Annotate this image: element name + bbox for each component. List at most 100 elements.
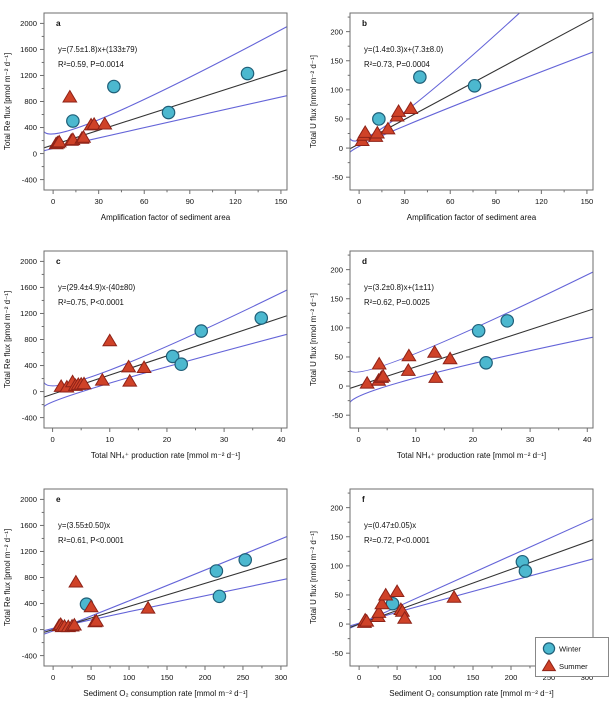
y-tick-label: -50 bbox=[332, 173, 343, 182]
legend-summer-label: Summer bbox=[559, 662, 588, 671]
x-tick-label: 120 bbox=[229, 197, 242, 206]
y-tick-label: 2000 bbox=[20, 495, 37, 504]
summer-point bbox=[62, 89, 78, 103]
y-tick-label: 150 bbox=[330, 56, 343, 65]
y-tick-label: 100 bbox=[330, 86, 343, 95]
panel-label: c bbox=[56, 257, 61, 266]
panel-a-chart: 0 30 60 90 120 150 -400 0 400 800 1200 1600 2000 a y=(… bbox=[3, 12, 288, 222]
panel-label: d bbox=[362, 257, 367, 266]
summer-point bbox=[378, 587, 394, 601]
y-tick-label: 200 bbox=[330, 27, 343, 36]
x-tick-label: 10 bbox=[106, 435, 114, 444]
y-tick-label: 50 bbox=[335, 591, 343, 600]
x-tick-label: 150 bbox=[161, 673, 174, 682]
panel-f-chart: 0 50 100 150 200 250 300 -50 0 50 100 150 200 f y=(0.4… bbox=[309, 488, 609, 698]
regression-line bbox=[44, 557, 287, 633]
y-tick-label: 0 bbox=[33, 149, 37, 158]
x-tick-label: 30 bbox=[400, 197, 408, 206]
x-tick-label: 0 bbox=[51, 673, 55, 682]
summer-point bbox=[371, 605, 387, 618]
y-tick-label: 400 bbox=[24, 123, 37, 132]
x-tick-label: 250 bbox=[237, 673, 250, 682]
y-axis-label: Total U flux [nmol m⁻² d⁻¹] bbox=[309, 531, 318, 624]
equation-text: R²=0.62, P=0.0025 bbox=[364, 298, 431, 307]
y-tick-label: 0 bbox=[339, 620, 343, 629]
winter-point bbox=[238, 553, 253, 567]
summer-point bbox=[446, 589, 462, 603]
summer-point bbox=[403, 101, 419, 114]
equation-text: y=(1.4±0.3)x+(7.3±8.0) bbox=[364, 45, 444, 54]
plot-frame bbox=[349, 12, 594, 191]
equation-text: y=(3.2±0.8)x+(1±11) bbox=[364, 283, 434, 292]
panel-e-chart: 0 50 100 150 200 250 300 -400 0 400 800 1200 1600 200… bbox=[3, 488, 288, 698]
summer-point bbox=[76, 376, 92, 390]
x-tick-label: 10 bbox=[412, 435, 420, 444]
summer-point bbox=[389, 584, 405, 597]
x-axis-label: Amplification factor of sediment area bbox=[101, 213, 231, 222]
winter-point bbox=[161, 105, 176, 120]
x-tick-label: 120 bbox=[535, 197, 548, 206]
winter-point bbox=[471, 323, 486, 338]
ci-lower-line bbox=[44, 333, 287, 407]
x-tick-label: 200 bbox=[199, 673, 212, 682]
winter-point bbox=[165, 349, 180, 364]
summer-point bbox=[401, 348, 417, 362]
x-axis-label: Amplification factor of sediment area bbox=[407, 213, 537, 222]
winter-point bbox=[372, 112, 386, 126]
y-tick-label: 200 bbox=[330, 503, 343, 512]
x-tick-label: 20 bbox=[163, 435, 171, 444]
winter-point bbox=[518, 564, 533, 578]
ci-upper-line bbox=[44, 535, 287, 635]
panel-d-chart: 0 10 20 30 40 -50 0 50 100 150 200 d y=(3.2±0.8)x+(1… bbox=[309, 250, 594, 460]
y-tick-label: 1600 bbox=[20, 283, 37, 292]
plot-frame bbox=[43, 488, 288, 667]
y-tick-label: 0 bbox=[33, 387, 37, 396]
y-tick-label: 1600 bbox=[20, 521, 37, 530]
equation-text: R²=0.61, P<0.0001 bbox=[58, 536, 124, 545]
summer-point bbox=[428, 369, 444, 383]
plot-frame bbox=[349, 250, 594, 429]
y-tick-label: 1200 bbox=[20, 71, 37, 80]
summer-point bbox=[140, 600, 156, 614]
x-tick-label: 50 bbox=[87, 673, 95, 682]
y-tick-label: 800 bbox=[24, 97, 37, 106]
x-tick-label: 150 bbox=[581, 197, 594, 206]
equation-text: y=(0.47±0.05)x bbox=[364, 521, 416, 530]
equation-text: R²=0.75, P<0.0001 bbox=[58, 298, 124, 307]
y-tick-label: 0 bbox=[33, 625, 37, 634]
legend-winter-marker bbox=[542, 642, 556, 655]
x-tick-label: 40 bbox=[583, 435, 591, 444]
summer-point bbox=[122, 373, 138, 387]
summer-point bbox=[369, 125, 386, 139]
summer-point bbox=[375, 368, 391, 382]
x-tick-label: 0 bbox=[50, 435, 54, 444]
y-tick-label: 150 bbox=[330, 532, 343, 541]
equation-text: y=(3.55±0.50)x bbox=[58, 521, 110, 530]
x-tick-label: 0 bbox=[357, 197, 361, 206]
winter-point bbox=[254, 311, 269, 325]
x-tick-label: 0 bbox=[357, 673, 361, 682]
y-tick-label: 100 bbox=[330, 562, 343, 571]
winter-point bbox=[413, 70, 427, 84]
legend-summer-marker bbox=[541, 659, 557, 672]
y-axis-label: Total Re flux [pmol m⁻² d⁻¹] bbox=[3, 53, 12, 150]
x-tick-label: 300 bbox=[275, 673, 288, 682]
y-tick-label: -50 bbox=[332, 649, 343, 658]
y-tick-label: 50 bbox=[335, 115, 343, 124]
ci-lower-line bbox=[350, 51, 593, 155]
y-axis-label: Total U flux [nmol m⁻² d⁻¹] bbox=[309, 55, 318, 148]
winter-point bbox=[66, 114, 80, 128]
y-axis-label: Total Re flux [pmol m⁻² d⁻¹] bbox=[3, 529, 12, 626]
summer-point bbox=[396, 610, 413, 624]
y-tick-label: 0 bbox=[339, 382, 343, 391]
x-tick-label: 30 bbox=[526, 435, 534, 444]
x-tick-label: 30 bbox=[94, 197, 102, 206]
summer-point bbox=[86, 116, 102, 130]
x-tick-label: 0 bbox=[356, 435, 360, 444]
summer-point bbox=[359, 613, 375, 627]
summer-point bbox=[68, 574, 84, 588]
x-tick-label: 200 bbox=[505, 673, 518, 682]
equation-text: R²=0.73, P=0.0004 bbox=[364, 60, 431, 69]
summer-point bbox=[75, 129, 92, 143]
